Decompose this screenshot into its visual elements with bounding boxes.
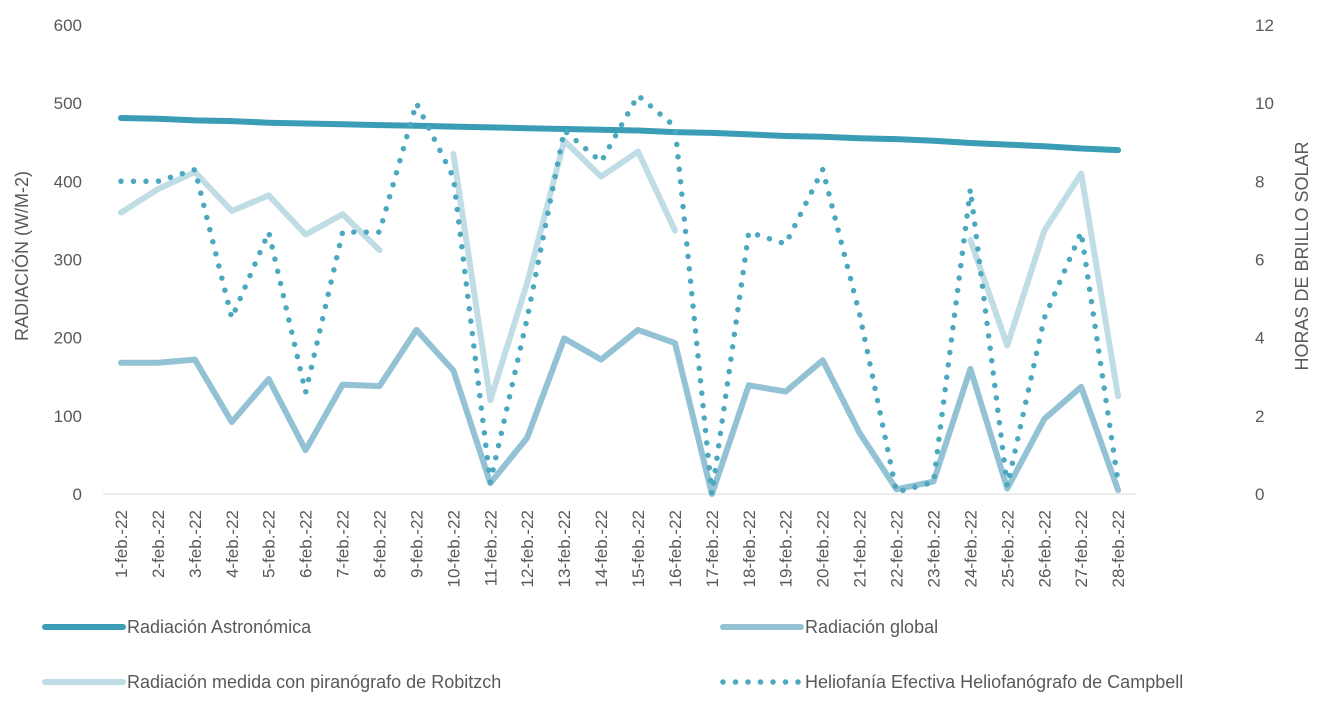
y-right-tick-label: 4 [1255, 329, 1264, 348]
x-axis: 1-feb.-22 2-feb.-22 3-feb.-22 4-feb.-22 5-fe… [112, 510, 1128, 588]
legend-label: Heliofanía Efectiva Heliofanógrafo de Ca… [805, 672, 1183, 692]
x-tick-label: 5-feb.-22 [260, 510, 279, 578]
y-right-axis: 0 2 4 6 8 10 12 [1255, 16, 1274, 504]
x-tick-label: 15-feb.-22 [629, 510, 648, 588]
legend: Radiación Astronómica Radiación global Rad… [42, 617, 1183, 692]
x-tick-label: 16-feb.-22 [666, 510, 685, 588]
x-tick-label: 6-feb.-22 [297, 510, 316, 578]
x-tick-label: 1-feb.-22 [112, 510, 131, 578]
legend-label: Radiación medida con piranógrafo de Robi… [127, 672, 501, 692]
y-right-axis-title: HORAS DE BRILLO SOLAR [1292, 141, 1312, 370]
y-left-tick-label: 300 [54, 251, 82, 270]
y-right-tick-label: 0 [1255, 485, 1264, 504]
y-left-axis: 0 100 200 300 400 500 600 [54, 16, 82, 504]
x-tick-label: 18-feb.-22 [740, 510, 759, 588]
y-left-tick-label: 500 [54, 94, 82, 113]
x-tick-label: 13-feb.-22 [555, 510, 574, 588]
x-tick-label: 22-feb.-22 [888, 510, 907, 588]
x-tick-label: 26-feb.-22 [1035, 510, 1054, 588]
x-tick-label: 8-feb.-22 [371, 510, 390, 578]
x-tick-label: 21-feb.-22 [851, 510, 870, 588]
y-left-axis-title: RADIACIÓN (W/M-2) [11, 171, 32, 341]
x-tick-label: 14-feb.-22 [592, 510, 611, 588]
x-tick-label: 17-feb.-22 [703, 510, 722, 588]
y-right-tick-label: 6 [1255, 251, 1264, 270]
x-tick-label: 10-feb.-22 [444, 510, 463, 588]
y-left-tick-label: 600 [54, 16, 82, 35]
x-tick-label: 27-feb.-22 [1072, 510, 1091, 588]
x-tick-label: 11-feb.-22 [481, 510, 500, 586]
x-tick-label: 4-feb.-22 [223, 510, 242, 578]
legend-label: Radiación Astronómica [127, 617, 312, 637]
x-tick-label: 28-feb.-22 [1109, 510, 1128, 588]
x-tick-label: 7-feb.-22 [334, 510, 353, 578]
x-tick-label: 23-feb.-22 [924, 510, 943, 588]
plot-area [118, 92, 1122, 497]
x-tick-label: 20-feb.-22 [814, 510, 833, 588]
y-right-tick-label: 2 [1255, 407, 1264, 426]
x-tick-label: 24-feb.-22 [961, 510, 980, 588]
x-tick-label: 3-feb.-22 [186, 510, 205, 578]
y-left-tick-label: 400 [54, 172, 82, 191]
series-line-1 [118, 115, 1122, 154]
y-left-tick-label: 0 [73, 485, 82, 504]
y-right-tick-label: 12 [1255, 16, 1274, 35]
x-tick-label: 25-feb.-22 [998, 510, 1017, 588]
y-right-tick-label: 10 [1255, 94, 1274, 113]
series-line-4 [118, 92, 1121, 497]
x-tick-label: 9-feb.-22 [407, 510, 426, 578]
legend-label: Radiación global [805, 617, 938, 637]
x-tick-label: 2-feb.-22 [149, 510, 168, 578]
series-line-3 [118, 137, 1122, 404]
y-left-tick-label: 200 [54, 329, 82, 348]
x-tick-label: 12-feb.-22 [518, 510, 537, 588]
x-tick-label: 19-feb.-22 [777, 510, 796, 588]
y-right-tick-label: 8 [1255, 172, 1264, 191]
series-line-2 [118, 326, 1122, 497]
y-left-tick-label: 100 [54, 407, 82, 426]
